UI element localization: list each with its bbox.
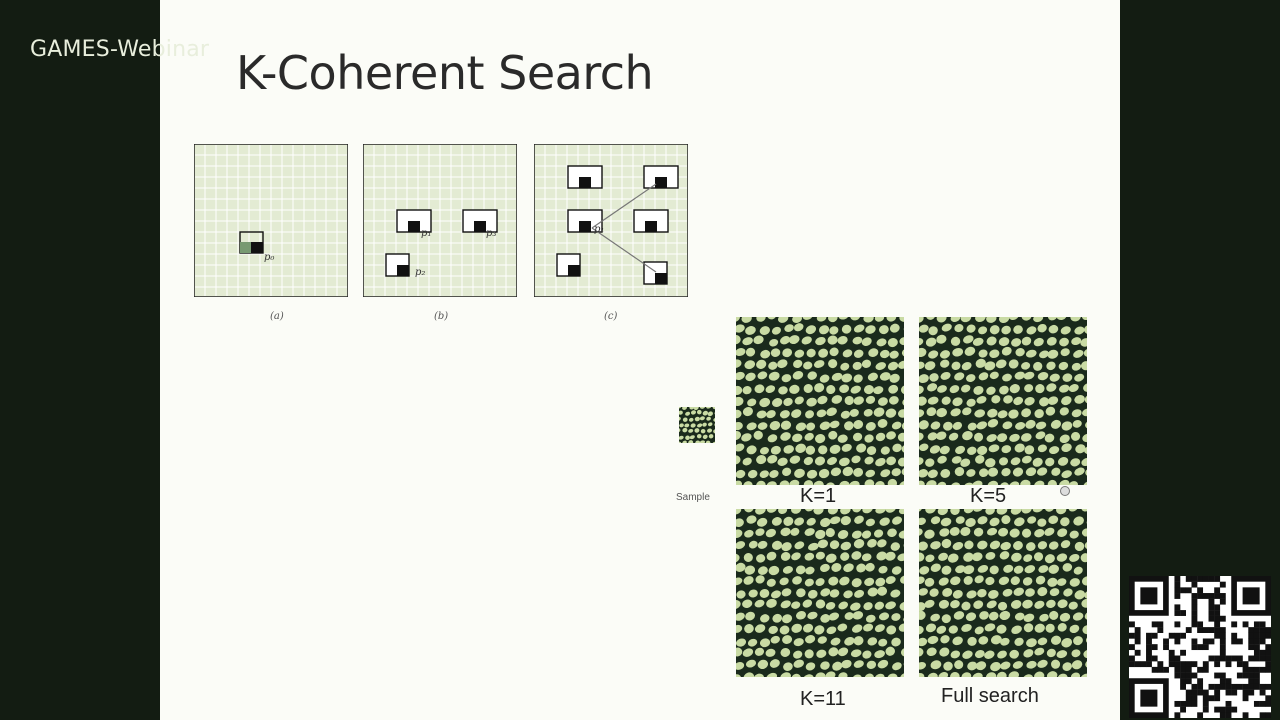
figure-a: p₀ xyxy=(194,144,348,297)
texture-full-image xyxy=(919,509,1087,677)
texture-k11 xyxy=(736,509,904,677)
label-p0: p₀ xyxy=(264,252,274,263)
texture-k5-image xyxy=(919,317,1087,485)
sample-label: Sample xyxy=(676,492,710,503)
caption-b: (b) xyxy=(434,311,449,322)
left-dark-margin xyxy=(0,0,160,720)
cursor-icon xyxy=(1060,486,1070,496)
label-k11: K=11 xyxy=(800,688,846,710)
caption-c: (c) xyxy=(604,311,618,322)
texture-k1 xyxy=(736,317,904,485)
watermark: GAMES-Webinar xyxy=(30,37,215,62)
qr-code-pattern xyxy=(1129,576,1271,718)
figure-c-grid: p₁ xyxy=(534,144,688,297)
label-p1: p₁ xyxy=(421,228,431,239)
texture-full xyxy=(919,509,1087,677)
label-full-search: Full search xyxy=(941,685,1039,707)
sample-texture-image xyxy=(675,404,721,446)
texture-k11-image xyxy=(736,509,904,677)
label-k5: K=5 xyxy=(970,485,1007,507)
figure-c: p₁ xyxy=(534,144,688,297)
label-c-p1: p₁ xyxy=(594,224,604,235)
label-k1: K=1 xyxy=(800,485,837,507)
watermark-text: GAMES-Webinar xyxy=(30,37,210,62)
label-p2: p₂ xyxy=(415,267,425,278)
figure-b-grid: p₁ p₃ p₂ xyxy=(363,144,517,297)
caption-a: (a) xyxy=(270,311,284,322)
qr-code-icon[interactable] xyxy=(1129,576,1271,718)
texture-k1-image xyxy=(736,317,904,485)
slide-title: K-Coherent Search xyxy=(236,46,654,100)
texture-k5 xyxy=(919,317,1087,485)
figure-b: p₁ p₃ p₂ xyxy=(363,144,517,297)
figure-a-grid: p₀ xyxy=(194,144,348,297)
label-p3: p₃ xyxy=(486,228,496,239)
sample-texture xyxy=(675,404,721,446)
